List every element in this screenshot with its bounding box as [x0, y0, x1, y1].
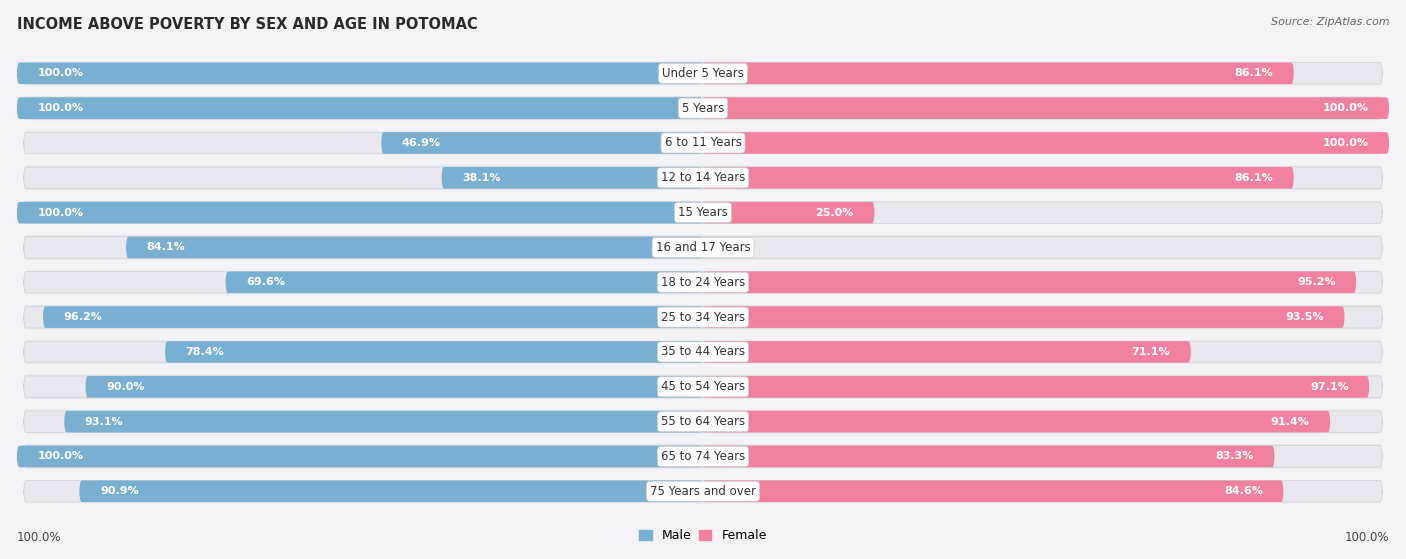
FancyBboxPatch shape	[441, 167, 703, 188]
Text: 100.0%: 100.0%	[1323, 138, 1368, 148]
Text: 38.1%: 38.1%	[463, 173, 501, 183]
Text: 16 and 17 Years: 16 and 17 Years	[655, 241, 751, 254]
FancyBboxPatch shape	[24, 272, 1382, 293]
FancyBboxPatch shape	[24, 411, 1382, 433]
FancyBboxPatch shape	[24, 340, 1382, 364]
FancyBboxPatch shape	[86, 376, 703, 397]
Text: 100.0%: 100.0%	[38, 207, 83, 217]
Text: 35 to 44 Years: 35 to 44 Years	[661, 345, 745, 358]
Text: 91.4%: 91.4%	[1271, 416, 1309, 427]
FancyBboxPatch shape	[24, 376, 1382, 397]
Text: 86.1%: 86.1%	[1234, 173, 1274, 183]
FancyBboxPatch shape	[24, 444, 1382, 468]
Text: 78.4%: 78.4%	[186, 347, 225, 357]
FancyBboxPatch shape	[17, 202, 703, 224]
FancyBboxPatch shape	[24, 131, 1382, 155]
Text: 93.1%: 93.1%	[84, 416, 124, 427]
FancyBboxPatch shape	[703, 272, 1357, 293]
Text: Under 5 Years: Under 5 Years	[662, 67, 744, 80]
FancyBboxPatch shape	[127, 236, 703, 258]
Text: Source: ZipAtlas.com: Source: ZipAtlas.com	[1271, 17, 1389, 27]
FancyBboxPatch shape	[24, 446, 1382, 467]
Text: 93.5%: 93.5%	[1285, 312, 1324, 322]
FancyBboxPatch shape	[24, 306, 1382, 328]
FancyBboxPatch shape	[24, 481, 1382, 502]
FancyBboxPatch shape	[703, 341, 1191, 363]
Text: 65 to 74 Years: 65 to 74 Years	[661, 450, 745, 463]
FancyBboxPatch shape	[703, 97, 1389, 119]
FancyBboxPatch shape	[24, 270, 1382, 295]
Text: 100.0%: 100.0%	[1323, 103, 1368, 113]
FancyBboxPatch shape	[24, 236, 1382, 258]
Text: 6 to 11 Years: 6 to 11 Years	[665, 136, 741, 149]
FancyBboxPatch shape	[24, 132, 1382, 154]
FancyBboxPatch shape	[24, 305, 1382, 329]
Text: 18 to 24 Years: 18 to 24 Years	[661, 276, 745, 289]
FancyBboxPatch shape	[79, 481, 703, 502]
Text: 15 Years: 15 Years	[678, 206, 728, 219]
Text: 90.0%: 90.0%	[105, 382, 145, 392]
Text: 100.0%: 100.0%	[1344, 532, 1389, 544]
Text: 100.0%: 100.0%	[38, 68, 83, 78]
FancyBboxPatch shape	[703, 446, 1275, 467]
Text: 100.0%: 100.0%	[38, 103, 83, 113]
Text: 25 to 34 Years: 25 to 34 Years	[661, 311, 745, 324]
FancyBboxPatch shape	[703, 63, 1294, 84]
FancyBboxPatch shape	[24, 97, 1382, 119]
FancyBboxPatch shape	[381, 132, 703, 154]
Text: 84.6%: 84.6%	[1225, 486, 1263, 496]
Text: 55 to 64 Years: 55 to 64 Years	[661, 415, 745, 428]
FancyBboxPatch shape	[24, 479, 1382, 504]
FancyBboxPatch shape	[24, 63, 1382, 84]
Text: 86.1%: 86.1%	[1234, 68, 1274, 78]
FancyBboxPatch shape	[24, 202, 1382, 224]
FancyBboxPatch shape	[24, 235, 1382, 259]
FancyBboxPatch shape	[703, 167, 1294, 188]
FancyBboxPatch shape	[703, 202, 875, 224]
FancyBboxPatch shape	[17, 97, 703, 119]
Text: 5 Years: 5 Years	[682, 102, 724, 115]
FancyBboxPatch shape	[44, 306, 703, 328]
Text: 71.1%: 71.1%	[1132, 347, 1170, 357]
FancyBboxPatch shape	[165, 341, 703, 363]
Text: 75 Years and over: 75 Years and over	[650, 485, 756, 498]
Text: 46.9%: 46.9%	[402, 138, 441, 148]
FancyBboxPatch shape	[225, 272, 703, 293]
FancyBboxPatch shape	[24, 201, 1382, 225]
Legend: Male, Female: Male, Female	[634, 524, 772, 547]
FancyBboxPatch shape	[65, 411, 703, 433]
Text: 90.9%: 90.9%	[100, 486, 139, 496]
Text: 45 to 54 Years: 45 to 54 Years	[661, 380, 745, 394]
FancyBboxPatch shape	[24, 341, 1382, 363]
FancyBboxPatch shape	[24, 167, 1382, 188]
Text: 96.2%: 96.2%	[63, 312, 103, 322]
FancyBboxPatch shape	[17, 446, 703, 467]
FancyBboxPatch shape	[703, 411, 1330, 433]
FancyBboxPatch shape	[703, 306, 1344, 328]
Text: INCOME ABOVE POVERTY BY SEX AND AGE IN POTOMAC: INCOME ABOVE POVERTY BY SEX AND AGE IN P…	[17, 17, 478, 32]
FancyBboxPatch shape	[17, 63, 703, 84]
Text: 83.3%: 83.3%	[1216, 452, 1254, 461]
FancyBboxPatch shape	[24, 165, 1382, 190]
Text: 25.0%: 25.0%	[815, 207, 853, 217]
FancyBboxPatch shape	[703, 132, 1389, 154]
Text: 84.1%: 84.1%	[146, 243, 186, 253]
Text: 12 to 14 Years: 12 to 14 Years	[661, 171, 745, 184]
Text: 97.1%: 97.1%	[1310, 382, 1348, 392]
Text: 100.0%: 100.0%	[38, 452, 83, 461]
Text: 100.0%: 100.0%	[17, 532, 62, 544]
FancyBboxPatch shape	[703, 481, 1284, 502]
FancyBboxPatch shape	[24, 375, 1382, 399]
Text: 69.6%: 69.6%	[246, 277, 285, 287]
FancyBboxPatch shape	[703, 376, 1369, 397]
FancyBboxPatch shape	[24, 96, 1382, 120]
Text: 95.2%: 95.2%	[1296, 277, 1336, 287]
FancyBboxPatch shape	[24, 409, 1382, 434]
FancyBboxPatch shape	[24, 61, 1382, 86]
